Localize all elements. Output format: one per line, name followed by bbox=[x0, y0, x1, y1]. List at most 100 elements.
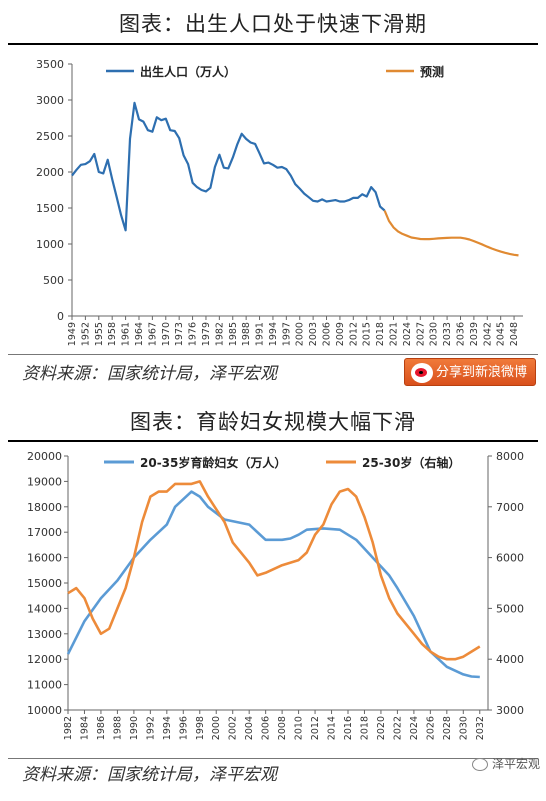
y-tick-label-left: 20000 bbox=[27, 450, 62, 463]
x-tick-label: 2008 bbox=[277, 716, 288, 740]
x-tick-label: 2030 bbox=[429, 322, 440, 346]
y-tick-label-left: 17000 bbox=[27, 526, 62, 539]
x-tick-label: 2006 bbox=[261, 716, 272, 740]
x-tick-label: 2014 bbox=[327, 716, 338, 740]
x-tick-label: 1982 bbox=[63, 716, 74, 740]
source-divider bbox=[8, 354, 538, 355]
x-tick-label: 1991 bbox=[255, 322, 266, 346]
x-tick-label: 1976 bbox=[188, 322, 199, 346]
x-tick-label: 1985 bbox=[228, 322, 239, 346]
x-tick-label: 1984 bbox=[79, 716, 90, 740]
y-tick-label-left: 10000 bbox=[27, 704, 62, 717]
x-tick-label: 2032 bbox=[475, 716, 486, 740]
x-tick-label: 1982 bbox=[214, 322, 225, 346]
x-tick-label: 2028 bbox=[442, 716, 453, 740]
x-tick-label: 2042 bbox=[482, 322, 493, 346]
x-tick-label: 2036 bbox=[455, 322, 466, 346]
series-line bbox=[66, 490, 480, 679]
x-tick-label: 2015 bbox=[362, 322, 373, 346]
x-tick-label: 2048 bbox=[509, 322, 520, 346]
legend-label: 出生人口（万人） bbox=[140, 64, 236, 79]
y-tick-label-left: 14000 bbox=[27, 602, 62, 615]
share-weibo-label: 分享到新浪微博 bbox=[435, 365, 527, 380]
x-tick-label: 1997 bbox=[281, 322, 292, 346]
y-tick-label: 500 bbox=[43, 274, 64, 287]
x-tick-label: 2020 bbox=[376, 716, 387, 740]
legend-label: 25-30岁（右轴） bbox=[362, 455, 460, 470]
y-tick-label: 3500 bbox=[36, 58, 64, 71]
x-tick-label: 2045 bbox=[496, 322, 507, 346]
y-tick-label-left: 18000 bbox=[27, 501, 62, 514]
y-tick-label-right: 5000 bbox=[496, 602, 524, 615]
y-tick-label-right: 8000 bbox=[496, 450, 524, 463]
x-tick-label: 2004 bbox=[244, 716, 255, 740]
share-weibo-button[interactable]: 分享到新浪微博 bbox=[404, 358, 536, 386]
y-tick-label: 2500 bbox=[36, 130, 64, 143]
x-tick-label: 2022 bbox=[392, 716, 403, 740]
x-tick-label: 2012 bbox=[348, 322, 359, 346]
births-line-chart: 0 500 1000 1500 2000 2500 3000 3500 1949 1952 1955… bbox=[36, 58, 523, 346]
x-tick-label: 1988 bbox=[112, 716, 123, 740]
x-tick-label: 2016 bbox=[343, 716, 354, 740]
x-tick-label: 1961 bbox=[121, 322, 132, 346]
y-tick-label: 0 bbox=[57, 310, 64, 323]
chart-panel-women: 图表：育龄妇女规模大幅下滑 10000 11000 12000 13000 14000 1… bbox=[8, 404, 538, 794]
x-tick-label: 2006 bbox=[322, 322, 333, 346]
wechat-icon bbox=[471, 758, 488, 771]
source-note: 资料来源：国家统计局，泽平宏观 bbox=[22, 765, 277, 785]
source-divider bbox=[8, 758, 538, 759]
x-tick-label: 1958 bbox=[107, 322, 118, 346]
source-note: 资料来源：国家统计局，泽平宏观 bbox=[22, 364, 277, 384]
x-tick-label: 2012 bbox=[310, 716, 321, 740]
x-tick-label: 1996 bbox=[178, 716, 189, 740]
y-tick-label: 1500 bbox=[36, 202, 64, 215]
x-tick-label: 1994 bbox=[162, 716, 173, 740]
x-tick-label: 1998 bbox=[195, 716, 206, 740]
legend-label: 预测 bbox=[420, 64, 444, 79]
x-tick-label: 1952 bbox=[80, 322, 91, 346]
title-divider bbox=[8, 43, 538, 45]
x-tick-label: 2039 bbox=[469, 322, 480, 346]
x-tick-label: 2033 bbox=[442, 322, 453, 346]
watermark-text: 泽平宏观 bbox=[491, 757, 540, 771]
x-tick-label: 2002 bbox=[228, 716, 239, 740]
y-tick-label-right: 3000 bbox=[496, 704, 524, 717]
x-tick-label: 2030 bbox=[458, 716, 469, 740]
x-tick-label: 1967 bbox=[147, 322, 158, 346]
x-tick-label: 2024 bbox=[409, 716, 420, 740]
series-line bbox=[67, 480, 481, 661]
weibo-icon bbox=[411, 363, 433, 383]
wechat-watermark: 泽平宏观 bbox=[471, 755, 540, 772]
x-tick-label: 1970 bbox=[161, 322, 172, 346]
x-tick-label: 2010 bbox=[294, 716, 305, 740]
y-tick-label-left: 19000 bbox=[27, 475, 62, 488]
x-tick-label: 2018 bbox=[375, 322, 386, 346]
title-divider bbox=[8, 440, 538, 442]
series-line bbox=[71, 101, 386, 232]
x-tick-label: 1988 bbox=[241, 322, 252, 346]
x-tick-label: 2000 bbox=[211, 716, 222, 740]
x-tick-label: 2027 bbox=[415, 322, 426, 346]
x-tick-label: 2000 bbox=[295, 322, 306, 346]
y-tick-label: 2000 bbox=[36, 166, 64, 179]
y-tick-label-left: 13000 bbox=[27, 628, 62, 641]
y-tick-label-right: 4000 bbox=[496, 653, 524, 666]
women-line-chart: 10000 11000 12000 13000 14000 15000 16000 17000… bbox=[27, 450, 524, 740]
chart-title: 图表：出生人口处于快速下滑期 bbox=[119, 12, 427, 36]
y-tick-label-right: 7000 bbox=[496, 501, 524, 514]
x-tick-label: 1955 bbox=[94, 322, 105, 346]
y-tick-label-left: 16000 bbox=[27, 552, 62, 565]
y-tick-label-left: 12000 bbox=[27, 653, 62, 666]
chart-panel-births: 图表：出生人口处于快速下滑期 0 500 1000 1500 2000 2500 3000 3… bbox=[8, 6, 538, 386]
x-tick-label: 2003 bbox=[308, 322, 319, 346]
x-tick-label: 1949 bbox=[67, 322, 78, 346]
x-tick-label: 2021 bbox=[389, 322, 400, 346]
y-tick-label: 3000 bbox=[36, 94, 64, 107]
x-tick-label: 2026 bbox=[425, 716, 436, 740]
legend-label: 20-35岁育龄妇女（万人） bbox=[140, 455, 286, 470]
y-tick-label-right: 6000 bbox=[496, 552, 524, 565]
x-tick-label: 2024 bbox=[402, 322, 413, 346]
y-tick-label-left: 15000 bbox=[27, 577, 62, 590]
x-tick-label: 1964 bbox=[134, 322, 145, 346]
x-tick-label: 1986 bbox=[96, 716, 107, 740]
